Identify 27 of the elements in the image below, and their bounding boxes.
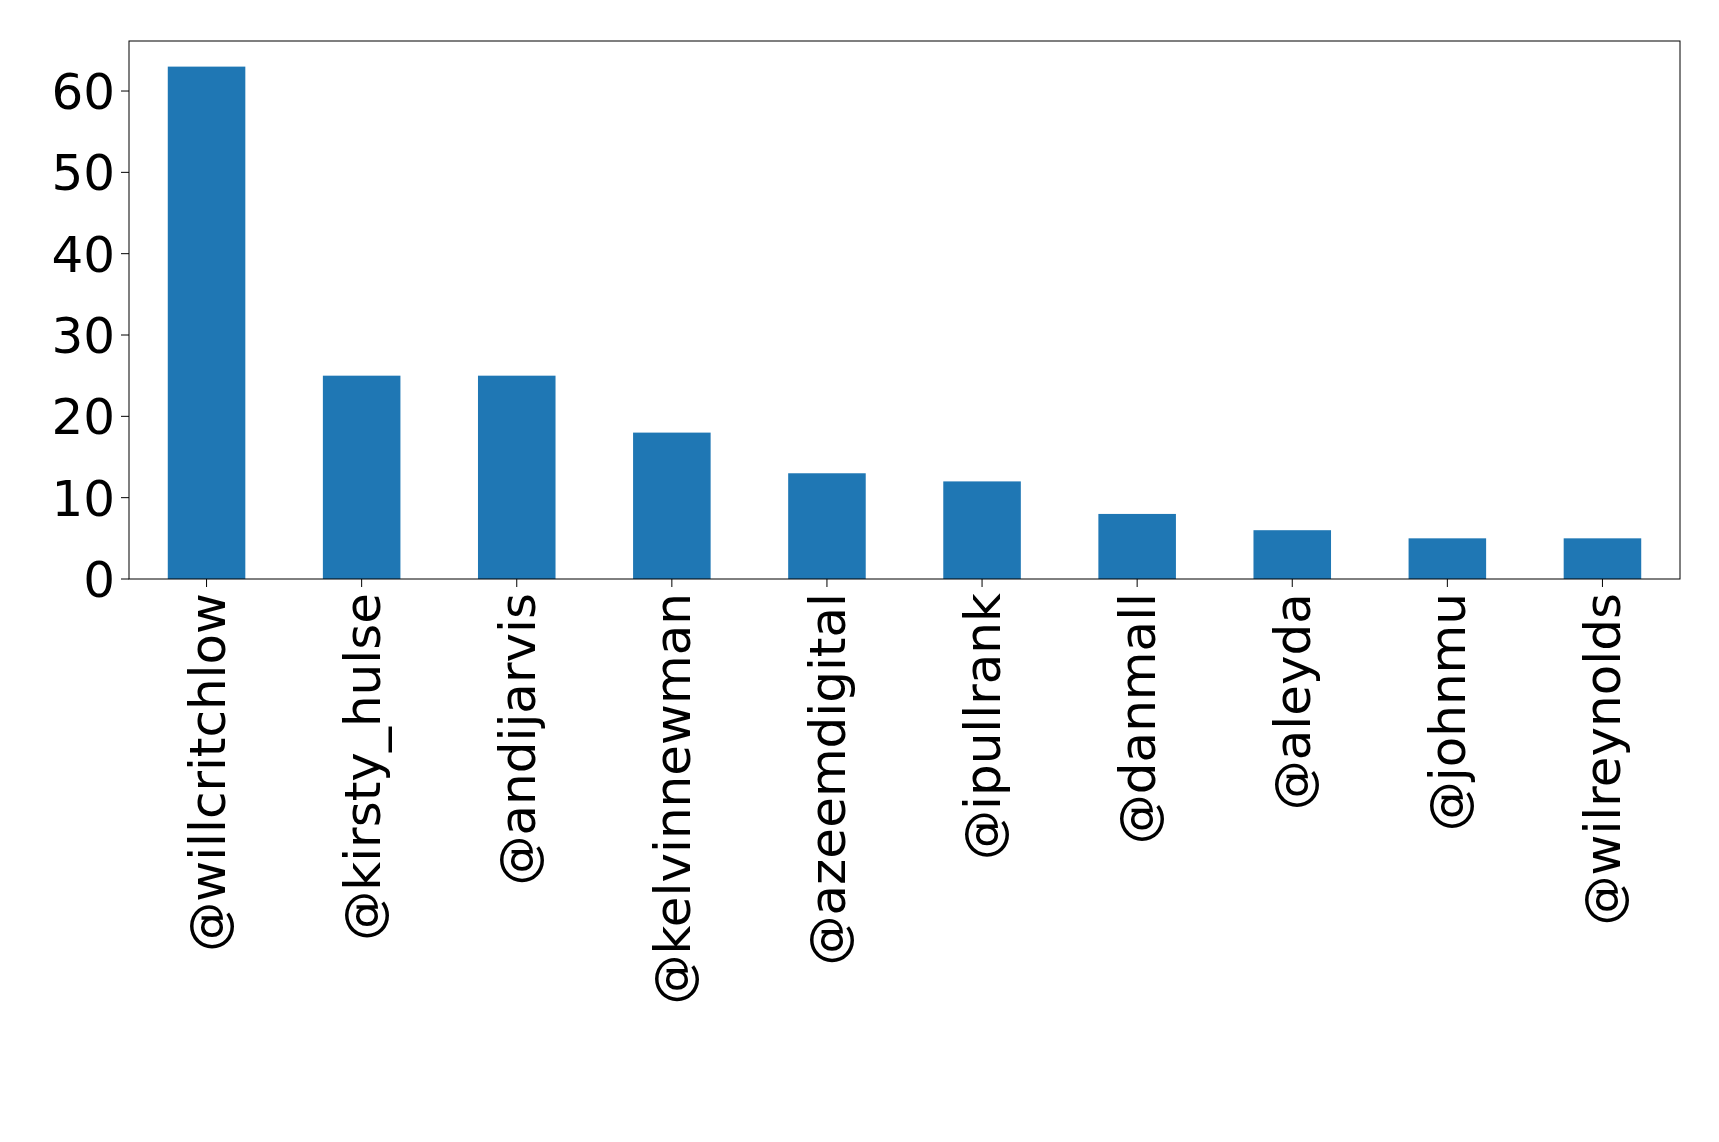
y-tick-label: 20: [51, 388, 115, 447]
bar: [322, 375, 401, 579]
bar: [1253, 530, 1332, 579]
bar: [167, 66, 246, 579]
bar: [633, 432, 711, 579]
x-tick-label: @willcritchlow: [178, 593, 237, 952]
x-tick-label: @wilreynolds: [1574, 593, 1633, 926]
x-tick-label: @azeemdigital: [798, 593, 857, 966]
y-tick-label: 30: [51, 307, 115, 366]
y-tick-label: 50: [51, 144, 115, 203]
x-tick-label: @aleyda: [1264, 593, 1323, 811]
bar: [943, 481, 1021, 579]
y-tick-label: 10: [51, 469, 115, 528]
x-tick-label: @danmall: [1109, 593, 1168, 845]
bar: [1563, 538, 1642, 579]
bar: [1098, 513, 1176, 579]
bar: [477, 375, 556, 579]
x-tick-label: @kelvinnewman: [643, 593, 702, 1005]
y-tick-label: 60: [51, 63, 115, 122]
y-tick-label: 40: [51, 225, 115, 284]
x-tick-label: @andijarvis: [488, 593, 547, 886]
bar: [1408, 538, 1487, 579]
bar: [788, 473, 866, 579]
y-tick-label: 0: [83, 551, 115, 609]
x-tick-label: @ipullrank: [954, 592, 1013, 860]
x-tick-label: @kirsty_hulse: [333, 593, 392, 941]
x-tick-label: @johnmu: [1419, 593, 1478, 832]
